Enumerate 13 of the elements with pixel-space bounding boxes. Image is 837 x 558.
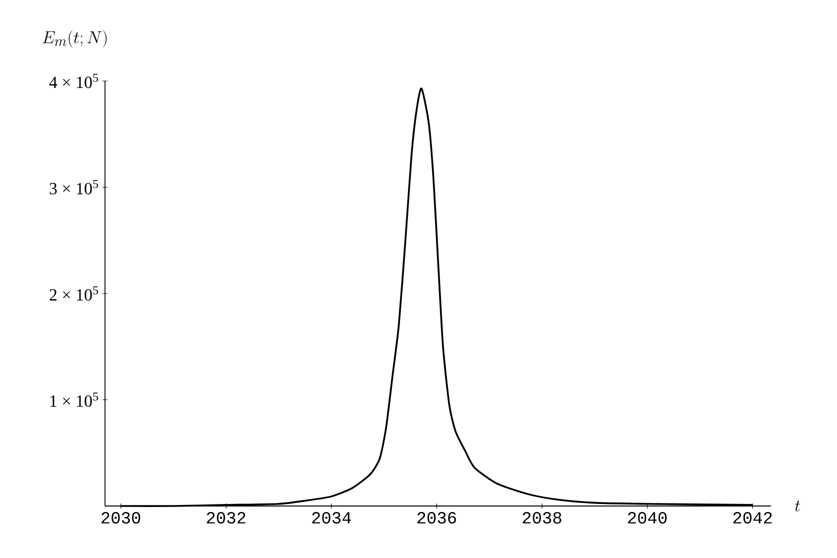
y-tick-label: 4 × 10$^{5}$ (49, 74, 98, 88)
y-axis-title: $E_m(t;N)$ (42, 30, 107, 48)
x-tick-label: 2036 (417, 512, 456, 524)
y-tick-label: 3 × 10$^{5}$ (50, 180, 98, 194)
y-tick-label: 1 × 10$^{5}$ (50, 392, 98, 407)
x-tick-label: 2032 (206, 512, 246, 524)
y-tick-label: 2 × 10$^{5}$ (50, 286, 98, 301)
x-tick-label: 2034 (312, 512, 351, 524)
x-axis-title: $t$ (794, 500, 800, 512)
x-tick-label: 2038 (522, 512, 562, 524)
x-tick-label: 2042 (733, 512, 772, 524)
x-tick-label: 2030 (102, 512, 140, 524)
x-tick-label: 2040 (628, 512, 667, 524)
